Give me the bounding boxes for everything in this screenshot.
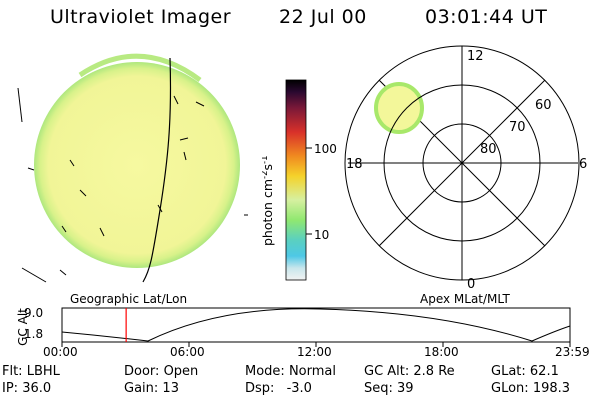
mlat-ring-70: [383, 84, 541, 242]
altitude-curve: [61, 308, 571, 342]
coastline-fragments: [17, 87, 248, 283]
altitude-tick-top: 9.0: [24, 306, 44, 320]
mlat-label-60: 60: [535, 98, 552, 113]
status-seq: Seq: 39: [364, 381, 414, 396]
time-tick-0000: 00:00: [43, 345, 78, 359]
mlat-label-80: 80: [480, 142, 497, 157]
color-bar-tick-100: 100: [314, 142, 337, 156]
earth-disk: [34, 62, 240, 268]
status-mode: Mode: Normal: [245, 364, 336, 379]
color-bar: photon cm-2s-1: [262, 79, 312, 281]
time-tick-1800: 18:00: [424, 345, 459, 359]
dayside-arc: [78, 53, 202, 83]
date-label: 22 Jul 00: [279, 6, 367, 28]
geographic-label: Geographic Lat/Lon: [70, 292, 188, 306]
status-door: Door: Open: [124, 364, 199, 379]
status-gain: Gain: 13: [124, 381, 179, 396]
mlat-ring-80: [422, 123, 502, 203]
color-bar-gradient: [285, 79, 307, 281]
time-ticks: [61, 342, 571, 347]
earth-image: [17, 53, 248, 283]
mlat-label-70: 70: [509, 120, 526, 135]
time-tick-2359: 23:59: [555, 345, 590, 359]
status-filter: Flt: LBHL: [2, 364, 60, 379]
mlt-label-12: 12: [467, 49, 484, 64]
altitude-strip: [61, 307, 571, 347]
color-bar-unit: photon cm-2s-1: [262, 156, 275, 246]
mlt-label-18: 18: [346, 157, 363, 172]
apex-label: Apex MLat/MLT: [420, 292, 510, 306]
time-label: 03:01:44 UT: [425, 6, 548, 28]
altitude-frame: [61, 307, 571, 343]
instrument-title: Ultraviolet Imager: [50, 6, 232, 28]
color-bar-tick-10: 10: [314, 228, 330, 242]
altitude-tick-bottom: 1.8: [24, 327, 44, 341]
mlat-ring-60: [344, 45, 580, 281]
status-gc-alt: GC Alt: 2.8 Re: [364, 364, 455, 379]
status-glat: GLat: 62.1: [491, 364, 559, 379]
status-dsp: Dsp: -3.0: [245, 381, 312, 396]
status-glon: GLon: 198.3: [491, 381, 571, 396]
time-tick-0600: 06:00: [170, 345, 205, 359]
polar-plot: 80 70 60 12 18 6 0: [344, 45, 587, 292]
auroral-spot: [374, 82, 424, 134]
terminator-line: [142, 57, 172, 283]
status-ip: IP: 36.0: [2, 381, 52, 396]
time-tick-1200: 12:00: [297, 345, 332, 359]
mlt-label-6: 6: [579, 157, 587, 172]
mlt-label-0: 0: [467, 277, 475, 292]
